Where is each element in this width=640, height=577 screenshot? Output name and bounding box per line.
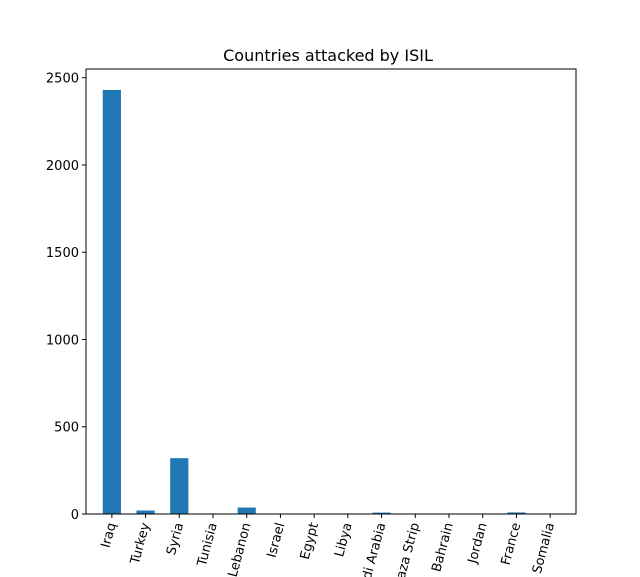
x-tick-label: France bbox=[499, 521, 525, 567]
bar bbox=[507, 512, 526, 514]
plot-frame bbox=[85, 68, 577, 515]
y-tick-label: 1000 bbox=[46, 333, 79, 348]
x-tick-label: Libya bbox=[332, 521, 355, 558]
y-tick-label: 2000 bbox=[46, 159, 79, 174]
y-tick-label: 0 bbox=[71, 508, 79, 523]
x-tick-label: Saudi Arabia bbox=[354, 521, 390, 577]
bar bbox=[170, 458, 189, 514]
x-tick-label: Turkey bbox=[128, 521, 154, 567]
x-tick-label: Tunisia bbox=[195, 521, 221, 569]
chart-title: Countries attacked by ISIL bbox=[223, 46, 433, 65]
x-tick-label: Iraq bbox=[99, 521, 120, 549]
y-tick-label: 500 bbox=[54, 421, 79, 436]
x-tick-label: Lebanon bbox=[226, 521, 255, 577]
y-tick-label: 2500 bbox=[46, 72, 79, 87]
x-tick-label: Gaza Strip bbox=[391, 521, 423, 577]
x-tick-label: Egypt bbox=[298, 521, 322, 561]
x-tick-label: Israel bbox=[265, 521, 289, 559]
bar bbox=[372, 512, 391, 514]
bar bbox=[237, 507, 256, 514]
y-tick-label: 1500 bbox=[46, 246, 79, 261]
bar bbox=[102, 89, 121, 515]
x-tick-label: Bahrain bbox=[429, 521, 457, 573]
x-tick-label: Jordan bbox=[465, 521, 490, 566]
x-tick-label: Somalia bbox=[530, 521, 558, 575]
bar bbox=[136, 510, 155, 514]
x-tick-label: Syria bbox=[164, 521, 187, 557]
